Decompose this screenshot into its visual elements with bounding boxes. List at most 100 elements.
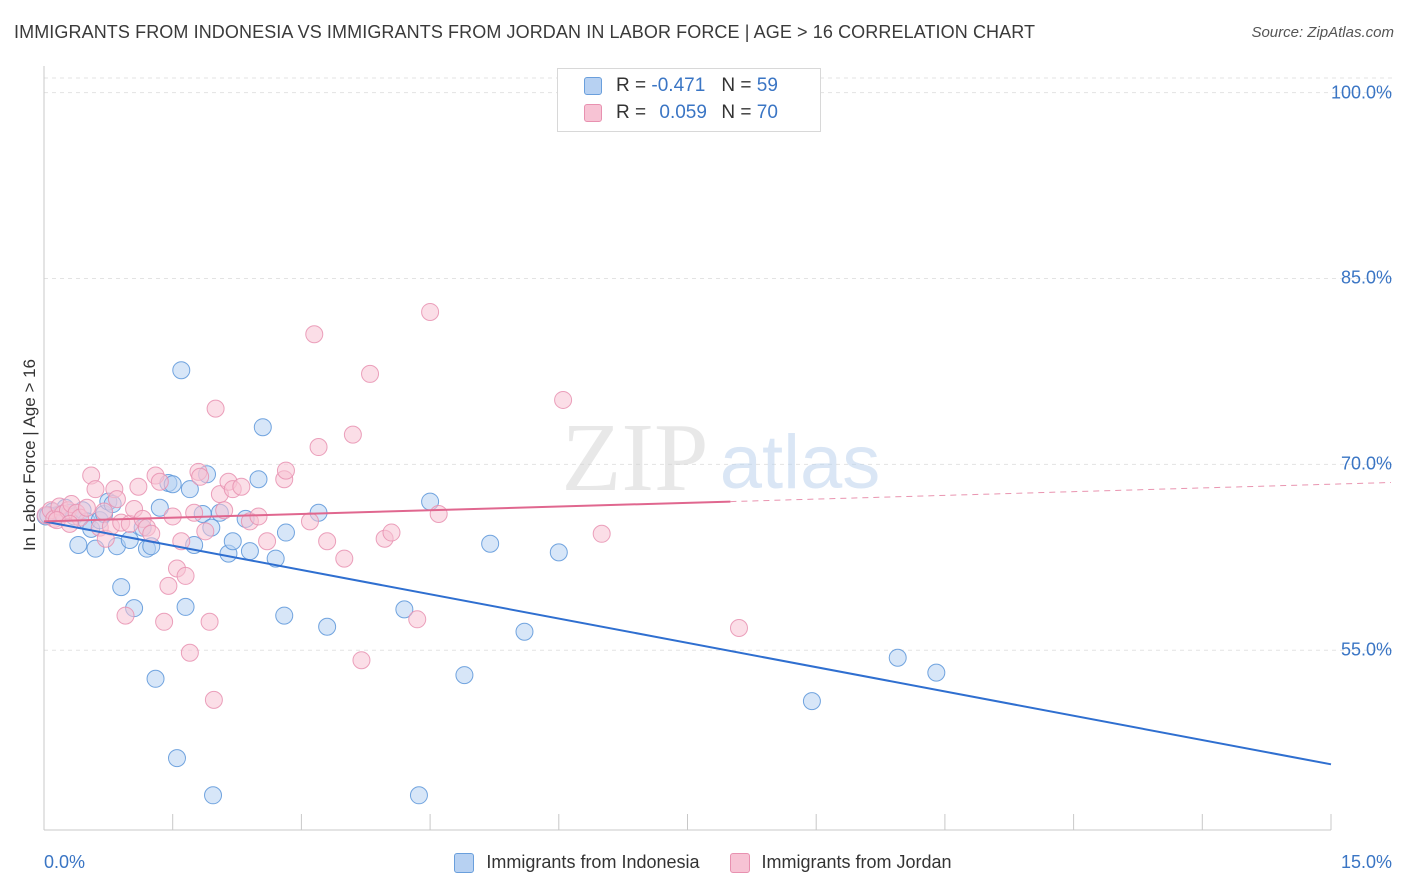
legend-label-jordan: Immigrants from Jordan: [761, 852, 952, 872]
n-label: N =: [721, 102, 752, 123]
data-point: [240, 542, 259, 561]
data-point: [223, 532, 242, 551]
data-point: [146, 669, 165, 688]
stats-legend: R = -0.471 N = 59 R = 0.059 N = 70: [557, 68, 821, 132]
source-credit: Source: ZipAtlas.com: [1251, 24, 1394, 41]
data-point: [352, 651, 371, 670]
data-point: [159, 576, 178, 595]
x-tick-label-min: 0.0%: [44, 852, 86, 872]
data-point: [180, 643, 199, 662]
data-point: [204, 690, 223, 709]
data-point: [204, 786, 223, 805]
data-point: [305, 325, 324, 344]
data-point: [253, 418, 272, 437]
data-point: [888, 648, 907, 667]
data-point: [361, 364, 380, 383]
data-point: [215, 501, 234, 520]
r-value: -0.471: [651, 75, 706, 96]
y-tick-label: 70.0%: [1340, 453, 1392, 474]
data-point: [592, 524, 611, 543]
data-point: [107, 490, 126, 509]
data-point: [395, 600, 414, 619]
data-point: [176, 597, 195, 616]
watermark: ZIP atlas: [562, 404, 881, 512]
data-point: [60, 514, 79, 533]
data-point: [276, 461, 295, 480]
data-point: [318, 532, 337, 551]
watermark-atlas: atlas: [720, 420, 881, 505]
indonesia-legend-swatch: [454, 852, 475, 873]
data-point: [300, 512, 319, 531]
grid-lines: [44, 77, 1392, 651]
y-tick-label: 55.0%: [1340, 639, 1392, 660]
r-label: R =: [616, 102, 647, 123]
data-point: [185, 503, 204, 522]
data-point: [150, 472, 169, 491]
data-point: [481, 534, 500, 553]
data-point: [343, 425, 362, 444]
data-point: [172, 361, 191, 380]
legend-label-indonesia: Immigrants from Indonesia: [486, 852, 700, 872]
data-point: [455, 666, 474, 685]
data-point: [129, 477, 148, 496]
data-point: [176, 566, 195, 585]
indonesia-swatch: [584, 77, 602, 95]
data-point: [275, 606, 294, 625]
jordan-swatch: [584, 104, 602, 122]
data-point: [86, 480, 105, 499]
jordan-legend-swatch: [729, 852, 750, 873]
data-point: [163, 507, 182, 526]
data-point: [150, 498, 169, 517]
data-point: [172, 532, 191, 551]
n-value: 59: [756, 75, 778, 96]
data-point: [167, 749, 186, 768]
trend-line-jordan: [43, 500, 731, 523]
data-point: [180, 480, 199, 499]
data-point: [309, 438, 328, 457]
data-point: [120, 530, 139, 549]
data-point: [196, 522, 215, 541]
data-point: [266, 549, 285, 568]
r-value: 0.059: [659, 102, 707, 123]
data-point: [409, 786, 428, 805]
data-point: [335, 549, 354, 568]
data-point: [116, 606, 135, 625]
r-label: R =: [616, 75, 647, 96]
stats-row-jordan: R = 0.059 N = 70: [584, 100, 778, 126]
data-point: [429, 504, 448, 523]
watermark-zip: ZIP: [562, 404, 709, 512]
y-tick-label: 100.0%: [1330, 82, 1392, 103]
data-point: [77, 498, 96, 517]
data-point: [515, 622, 534, 641]
data-point: [112, 578, 131, 597]
n-label: N =: [721, 75, 752, 96]
trend-line-indonesia: [43, 520, 1332, 766]
stats-row-indonesia: R = -0.471 N = 59: [584, 73, 778, 99]
data-point: [69, 535, 88, 554]
legend-item-indonesia[interactable]: Immigrants from Indonesia: [454, 852, 700, 873]
bottom-legend: Immigrants from Indonesia Immigrants fro…: [0, 852, 1406, 873]
chart-title: IMMIGRANTS FROM INDONESIA VS IMMIGRANTS …: [14, 22, 1036, 42]
data-point: [382, 523, 401, 542]
data-point: [249, 470, 268, 489]
data-point: [729, 618, 748, 637]
data-point: [155, 612, 174, 631]
data-point: [549, 543, 568, 562]
data-point: [421, 302, 440, 321]
data-point: [318, 617, 337, 636]
data-point: [408, 610, 427, 629]
data-point: [802, 692, 821, 711]
data-point: [191, 467, 210, 486]
n-value: 70: [756, 102, 778, 123]
legend-item-jordan[interactable]: Immigrants from Jordan: [729, 852, 952, 873]
data-point: [200, 612, 219, 631]
trend-lines: [43, 481, 1392, 766]
data-point: [206, 399, 225, 418]
data-point: [927, 663, 946, 682]
y-tick-label: 85.0%: [1340, 267, 1392, 288]
axes: [43, 66, 1332, 831]
trend-line-jordan-extension: [730, 481, 1392, 503]
data-point: [232, 477, 251, 496]
data-point: [258, 532, 277, 551]
